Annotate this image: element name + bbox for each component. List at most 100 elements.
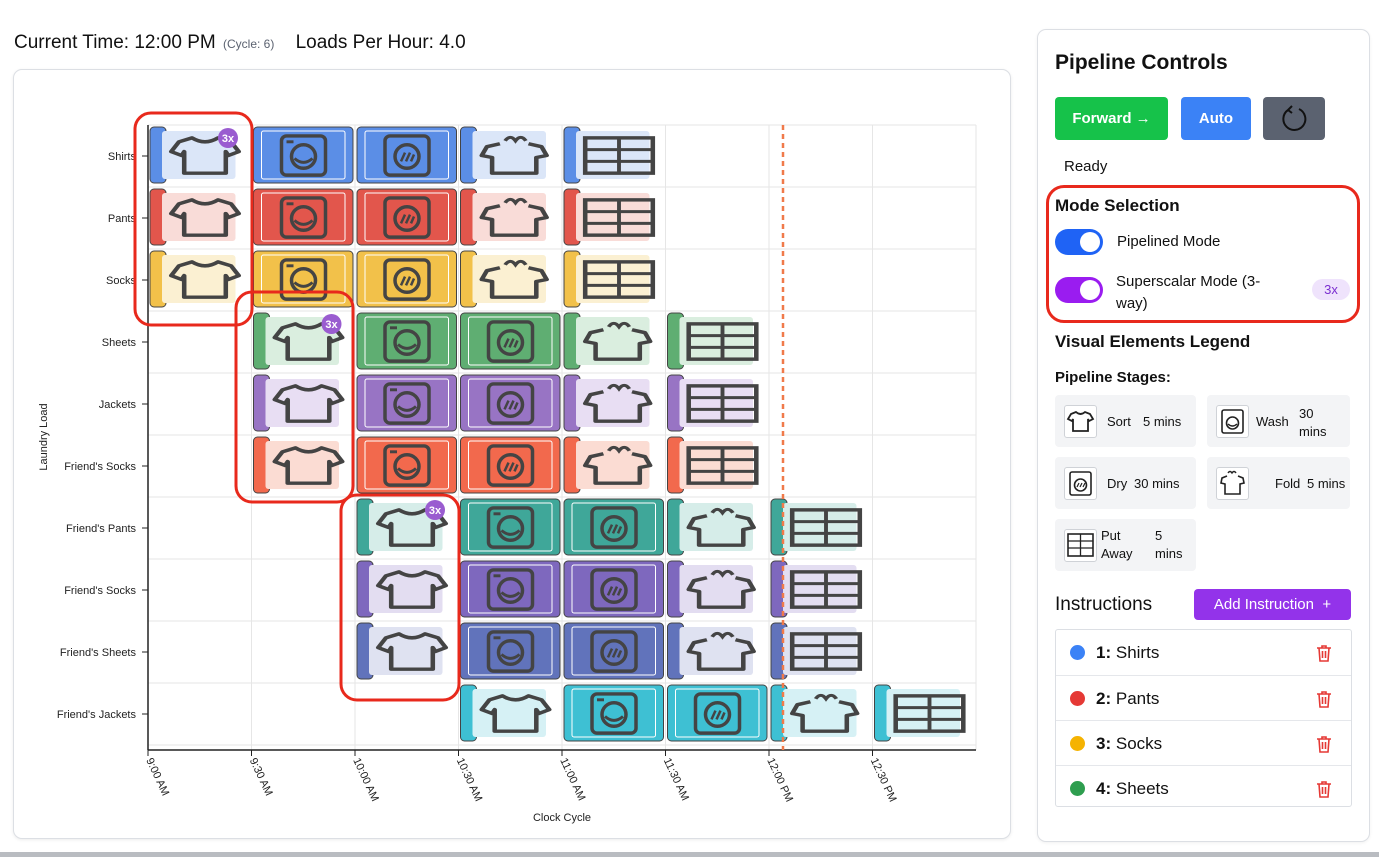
list-item[interactable]: 3: Socks: [1056, 720, 1351, 766]
pipelined-mode-toggle[interactable]: [1055, 229, 1103, 255]
panel-title: Pipeline Controls: [1055, 51, 1228, 74]
chart-mark-put-away: [563, 188, 656, 246]
chart-mark-wash: [563, 684, 664, 742]
x-tick-label: 10:00 AM: [350, 756, 381, 803]
x-tick-label: 11:30 AM: [661, 756, 691, 802]
bottom-scrollbar[interactable]: [0, 852, 1379, 857]
dresser-icon: [1064, 529, 1097, 562]
chart-mark-wash: [460, 622, 561, 680]
list-item[interactable]: 2: Pants: [1056, 675, 1351, 721]
superscalar-chart-badge: 3x: [218, 128, 238, 148]
pipeline-controls-panel: Pipeline Controls Forward → Auto Ready M…: [1037, 29, 1370, 842]
stage-fold: Fold 5 mins: [1207, 457, 1350, 509]
chart-mark-wash: [253, 250, 354, 308]
cycle-label: (Cycle: 6): [222, 37, 275, 51]
chart-mark-dry: [356, 126, 457, 184]
instructions-title: Instructions: [1055, 594, 1153, 615]
chart-mark-sort: [356, 560, 449, 618]
instruction-list: 1: Shirts 2: Pants 3: Socks 4: Sheets: [1055, 629, 1352, 807]
superscalar-chart-badge: 3x: [425, 500, 445, 520]
list-item[interactable]: 4: Sheets: [1056, 765, 1351, 811]
chart-mark-dry: [667, 684, 768, 742]
superscalar-mode-toggle[interactable]: [1055, 277, 1103, 303]
chart-mark-wash: [253, 126, 354, 184]
y-tick-label: Socks: [106, 275, 136, 287]
forward-button[interactable]: Forward →: [1055, 97, 1168, 140]
y-axis-title: Laundry Load: [38, 403, 50, 470]
pipeline-stages-title: Pipeline Stages:: [1055, 369, 1171, 386]
y-tick-label: Jackets: [99, 399, 137, 411]
color-dot: [1070, 691, 1085, 706]
chart-mark-sort: [460, 684, 552, 742]
x-tick-label: 12:00 PM: [764, 756, 795, 804]
chart-mark-put-away: [770, 560, 863, 618]
color-dot: [1070, 781, 1085, 796]
chart-mark-sort: [356, 622, 449, 680]
chart-mark-dry: [460, 436, 561, 494]
loads-per-hour-label: Loads Per Hour: 4.0: [295, 32, 466, 53]
superscalar-chart-badge: 3x: [321, 314, 342, 334]
reset-icon: [1282, 104, 1307, 131]
trash-icon[interactable]: [1314, 689, 1334, 714]
stage-wash: Wash 30 mins: [1207, 395, 1350, 447]
chart-mark-fold: [667, 622, 756, 680]
chart-mark-fold: [460, 250, 549, 308]
chart-mark-dry: [356, 250, 457, 308]
chart-mark-fold: [667, 498, 756, 556]
plus-icon: +: [1322, 596, 1332, 613]
shirt-icon: [1064, 405, 1097, 438]
x-tick-label: 9:30 AM: [247, 756, 275, 798]
status-header: Current Time: 12:00 PM (Cycle: 6) Loads …: [14, 32, 466, 54]
chart-mark-wash: [356, 436, 457, 494]
x-axis-title: Clock Cycle: [533, 812, 591, 824]
status-text: Ready: [1064, 158, 1108, 175]
chart-mark-wash: [460, 560, 561, 618]
legend-title: Visual Elements Legend: [1055, 332, 1251, 351]
chart-mark-sort: [149, 126, 242, 184]
chart-mark-fold: [460, 126, 549, 184]
chart-mark-put-away: [667, 436, 759, 494]
add-instruction-button[interactable]: Add Instruction +: [1194, 589, 1351, 620]
y-tick-label: Shirts: [108, 151, 137, 163]
x-tick-label: 10:30 AM: [454, 756, 485, 803]
chart-mark-put-away: [770, 498, 863, 556]
chart-mark-dry: [563, 560, 664, 618]
color-dot: [1070, 736, 1085, 751]
trash-icon[interactable]: [1314, 643, 1334, 668]
superscalar-group-highlight: [133, 111, 254, 327]
chart-mark-sort: [253, 374, 345, 432]
chart-mark-fold: [667, 560, 756, 618]
chart-mark-fold: [770, 684, 860, 742]
y-tick-label: Friend's Pants: [66, 523, 136, 535]
chart-mark-put-away: [874, 684, 966, 742]
y-tick-label: Friend's Jackets: [57, 709, 137, 721]
pipeline-chart-svg: 3x Shirts Pants Socks 3x Sheets Jackets Friend'…: [38, 111, 977, 824]
trash-icon[interactable]: [1314, 734, 1334, 759]
trash-icon[interactable]: [1314, 779, 1334, 804]
chart-mark-put-away: [770, 622, 863, 680]
folded-shirt-icon: [1216, 467, 1249, 500]
chart-mark-wash: [356, 374, 457, 432]
color-dot: [1070, 645, 1085, 660]
mode-selection-title: Mode Selection: [1055, 196, 1180, 215]
stage-sort: Sort 5 mins: [1055, 395, 1196, 447]
y-tick-label: Friend's Socks: [64, 461, 136, 473]
chart-mark-wash: [253, 188, 354, 246]
chart-mark-fold: [460, 188, 549, 246]
chart-mark-put-away: [563, 250, 656, 308]
chart-mark-dry: [563, 498, 664, 556]
x-tick-label: 11:00 AM: [557, 756, 587, 802]
auto-button[interactable]: Auto: [1181, 97, 1251, 140]
stage-put-away: Put Away 5 mins: [1055, 519, 1196, 571]
chart-mark-sort: [149, 188, 242, 246]
x-tick-label: 9:00 AM: [143, 756, 171, 798]
current-time-label: Current Time: 12:00 PM: [14, 32, 216, 53]
chart-mark-sort: [149, 250, 242, 308]
chart-mark-put-away: [563, 126, 656, 184]
chart-mark-wash: [356, 312, 457, 370]
list-item[interactable]: 1: Shirts: [1056, 630, 1351, 675]
dryer-icon: [1064, 467, 1097, 500]
reset-button[interactable]: [1263, 97, 1325, 140]
washer-icon: [1216, 405, 1249, 438]
chart-mark-dry: [460, 312, 561, 370]
